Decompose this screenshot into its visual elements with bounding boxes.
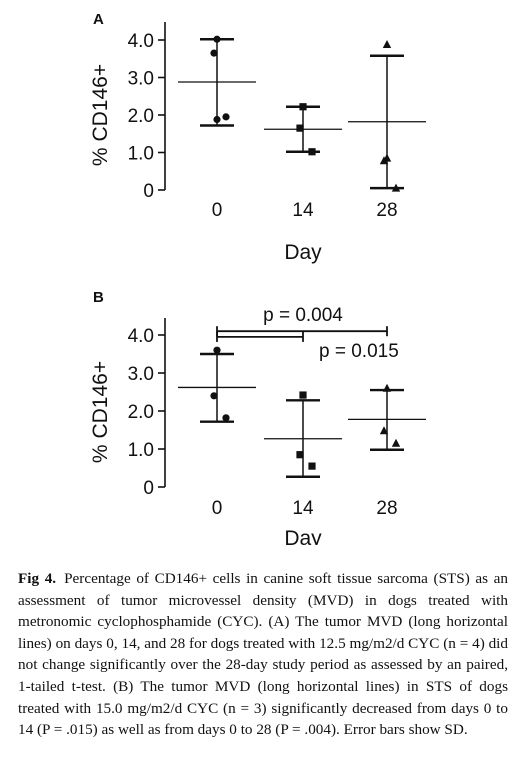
panel-b-data-point [222, 414, 230, 422]
panel-a-data-point [213, 35, 221, 43]
panel-a-data-point [308, 148, 316, 156]
panel-a-data-point [213, 115, 221, 124]
panel-a-y-tick-label: 0 [143, 181, 154, 202]
panel-a-x-tick-label: 0 [212, 200, 223, 221]
panel-b-data-point [213, 346, 221, 354]
panel-b-x-tick-label: 28 [376, 498, 397, 519]
panel-b-panel-label: B [93, 289, 104, 306]
panel-a-data-point [391, 183, 401, 192]
panel-a-data-point [210, 49, 218, 57]
panel-a-panel-label: A [93, 11, 104, 28]
panel-a-data-point [382, 153, 392, 162]
panel-a-y-tick-label: 1.0 [128, 144, 154, 165]
panel-b-x-tick-label: 14 [292, 498, 314, 519]
panel-a-x-tick-label: 28 [376, 200, 397, 221]
panel-a-y-tick-label: 4.0 [128, 31, 154, 52]
panel-a-y-tick-label: 3.0 [128, 69, 154, 90]
caption-text: Percentage of CD146+ cells in canine sof… [18, 570, 508, 739]
panel-b-p-value-label: p = 0.004 [263, 305, 343, 326]
panel-a-x-axis-label: Day [284, 241, 322, 264]
panel-b-data-point [296, 451, 304, 459]
panel-a-y-tick-label: 2.0 [128, 106, 154, 127]
panel-b-data-point [308, 462, 316, 470]
panel-b-data-point [379, 426, 389, 435]
panel-a-x-tick-label: 14 [292, 200, 314, 221]
figure-caption: Fig 4. Percentage of CD146+ cells in cani… [18, 568, 508, 741]
panel-b-y-tick-label: 0 [143, 478, 154, 499]
panel-a-data-point [296, 124, 304, 132]
panel-b-y-tick-label: 2.0 [128, 402, 154, 423]
panel-b-data-point [210, 392, 218, 400]
panel-b-x-tick-label: 0 [212, 498, 223, 519]
panel-b-y-tick-label: 3.0 [128, 364, 154, 385]
panel-b-y-tick-label: 1.0 [128, 440, 154, 461]
panel-b-data-point [382, 383, 392, 392]
panel-a-data-point [222, 113, 230, 121]
panel-a-y-axis-label: % CD146+ [89, 64, 112, 166]
panel-a-data-point [382, 40, 392, 48]
panel-a-data-point [299, 103, 307, 111]
figure-chart: A 0 1.0 2.0 3.0 4.0 % CD146+ 0 14 28 Day B 0 1.0 2.0 3.… [89, 11, 426, 545]
panel-b-data-point [391, 438, 401, 447]
caption-label: Fig 4. [18, 570, 57, 587]
panel-b-y-axis-label: % CD146+ [89, 361, 112, 463]
panel-b-y-tick-label: 4.0 [128, 326, 154, 347]
panel-b-p-value-label: p = 0.015 [319, 341, 399, 362]
panel-b-x-axis-label: Day [284, 527, 322, 545]
panel-b-data-point [299, 391, 307, 399]
